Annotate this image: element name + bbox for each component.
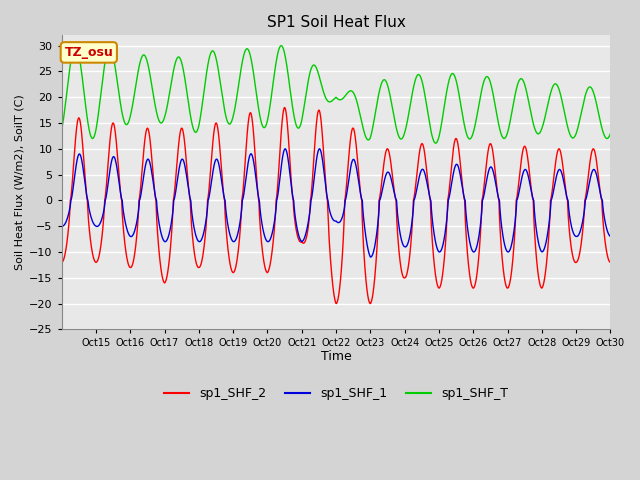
Line: sp1_SHF_2: sp1_SHF_2	[61, 108, 611, 303]
sp1_SHF_1	[367, 254, 374, 260]
Title: SP1 Soil Heat Flux: SP1 Soil Heat Flux	[267, 15, 406, 30]
sp1_SHF_2	[153, 219, 161, 225]
sp1_SHF_2	[120, 236, 128, 241]
sp1_SHF_1	[596, 189, 604, 195]
sp1_SHF_1	[153, 203, 161, 208]
Line: sp1_SHF_1: sp1_SHF_1	[61, 149, 611, 257]
sp1_SHF_2	[596, 188, 604, 193]
sp1_SHF_2	[537, 284, 545, 290]
sp1_SHF_1	[120, 214, 128, 220]
sp1_SHF_T	[292, 122, 300, 128]
sp1_SHF_T	[153, 111, 161, 117]
sp1_SHF_2	[58, 259, 65, 265]
sp1_SHF_T	[120, 119, 128, 125]
sp1_SHF_T	[432, 140, 440, 146]
Text: TZ_osu: TZ_osu	[65, 46, 113, 59]
sp1_SHF_1	[58, 223, 65, 229]
sp1_SHF_T	[72, 43, 79, 48]
sp1_SHF_1	[316, 146, 323, 152]
Legend: sp1_SHF_2, sp1_SHF_1, sp1_SHF_T: sp1_SHF_2, sp1_SHF_1, sp1_SHF_T	[159, 383, 513, 406]
X-axis label: Time: Time	[321, 350, 351, 363]
sp1_SHF_1	[607, 233, 614, 239]
Y-axis label: Soil Heat Flux (W/m2), SoilT (C): Soil Heat Flux (W/m2), SoilT (C)	[15, 95, 25, 270]
sp1_SHF_2	[292, 226, 300, 232]
sp1_SHF_T	[268, 86, 276, 92]
sp1_SHF_T	[607, 131, 614, 136]
sp1_SHF_2	[268, 248, 276, 254]
sp1_SHF_T	[596, 117, 604, 123]
sp1_SHF_1	[268, 231, 276, 237]
sp1_SHF_1	[292, 219, 300, 225]
sp1_SHF_T	[58, 127, 65, 132]
sp1_SHF_2	[281, 105, 289, 110]
sp1_SHF_T	[537, 128, 545, 134]
sp1_SHF_2	[367, 300, 374, 306]
sp1_SHF_2	[607, 259, 614, 265]
sp1_SHF_1	[537, 248, 545, 253]
Line: sp1_SHF_T: sp1_SHF_T	[61, 46, 611, 143]
